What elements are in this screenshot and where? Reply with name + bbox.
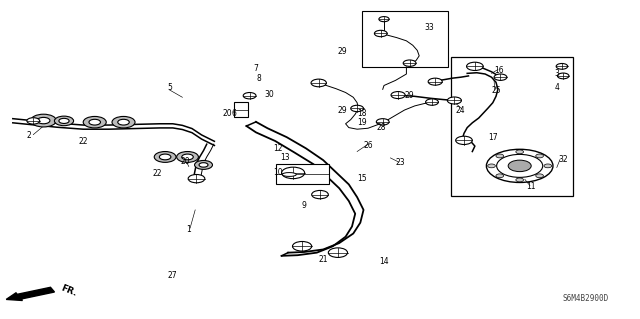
Text: 29: 29 <box>337 106 348 115</box>
Circle shape <box>292 241 312 251</box>
Text: 27: 27 <box>168 271 178 280</box>
Text: 11: 11 <box>527 182 536 191</box>
Text: 22: 22 <box>79 137 88 146</box>
Bar <box>451 57 573 196</box>
Text: 4: 4 <box>554 83 559 92</box>
Circle shape <box>536 154 543 158</box>
Circle shape <box>182 154 193 160</box>
Circle shape <box>89 119 100 125</box>
Circle shape <box>426 99 438 105</box>
Circle shape <box>328 248 348 257</box>
Text: 25: 25 <box>491 86 501 95</box>
Circle shape <box>188 174 205 183</box>
Ellipse shape <box>282 173 296 176</box>
Text: 6: 6 <box>231 109 236 118</box>
Text: 30: 30 <box>264 90 274 99</box>
Text: 20: 20 <box>180 157 191 166</box>
Circle shape <box>447 97 461 104</box>
Circle shape <box>496 174 504 178</box>
Circle shape <box>243 93 256 99</box>
Bar <box>276 164 329 184</box>
Text: 5: 5 <box>167 83 172 92</box>
Circle shape <box>557 73 569 79</box>
Circle shape <box>177 152 198 162</box>
Circle shape <box>403 60 416 66</box>
Text: 10: 10 <box>273 168 284 177</box>
Circle shape <box>59 118 69 123</box>
Text: 22: 22 <box>152 169 161 178</box>
Circle shape <box>31 114 56 127</box>
Text: FR.: FR. <box>59 283 77 298</box>
Circle shape <box>54 116 74 126</box>
Text: 13: 13 <box>280 153 290 162</box>
Circle shape <box>391 92 405 99</box>
Circle shape <box>376 119 389 125</box>
Text: 8: 8 <box>257 74 262 83</box>
Circle shape <box>467 62 483 70</box>
Circle shape <box>159 154 171 160</box>
Circle shape <box>27 118 40 124</box>
Circle shape <box>374 30 387 37</box>
Circle shape <box>312 190 328 199</box>
Text: 19: 19 <box>356 118 367 127</box>
Text: 24: 24 <box>456 106 466 115</box>
Circle shape <box>488 164 495 168</box>
Circle shape <box>118 119 129 125</box>
Text: 3: 3 <box>554 69 559 78</box>
Circle shape <box>195 160 212 169</box>
Text: 29: 29 <box>404 91 415 100</box>
Text: 28: 28 <box>376 123 385 132</box>
Text: S6M4B2900D: S6M4B2900D <box>563 294 609 303</box>
Text: 33: 33 <box>424 23 434 32</box>
Circle shape <box>516 178 524 182</box>
Circle shape <box>516 150 524 154</box>
Bar <box>362 11 448 67</box>
Circle shape <box>508 160 531 172</box>
Circle shape <box>154 152 176 162</box>
Text: 18: 18 <box>357 109 366 118</box>
Text: 15: 15 <box>356 174 367 183</box>
Text: 16: 16 <box>494 66 504 75</box>
Circle shape <box>428 78 442 85</box>
Text: 29: 29 <box>337 47 348 56</box>
Circle shape <box>494 74 507 80</box>
Text: 7: 7 <box>253 64 259 73</box>
Text: 12: 12 <box>274 144 283 153</box>
Circle shape <box>112 116 135 128</box>
Circle shape <box>496 154 504 158</box>
Text: 32: 32 <box>558 155 568 164</box>
Circle shape <box>37 117 50 124</box>
Circle shape <box>544 164 552 168</box>
Circle shape <box>351 105 364 112</box>
Circle shape <box>536 174 543 178</box>
Text: 21: 21 <box>319 256 328 264</box>
Text: 20: 20 <box>222 109 232 118</box>
Text: 2: 2 <box>26 131 31 140</box>
Bar <box>234 102 248 117</box>
Circle shape <box>83 116 106 128</box>
Circle shape <box>556 63 568 69</box>
Text: 9: 9 <box>301 201 307 210</box>
Text: 14: 14 <box>379 257 389 266</box>
Text: 1: 1 <box>186 225 191 234</box>
Text: 26: 26 <box>363 141 373 150</box>
Circle shape <box>379 17 389 22</box>
Text: 17: 17 <box>488 133 498 142</box>
Text: 23: 23 <box>395 158 405 167</box>
Circle shape <box>456 136 472 145</box>
FancyArrow shape <box>6 287 54 300</box>
Circle shape <box>311 79 326 87</box>
Circle shape <box>282 167 305 179</box>
Circle shape <box>199 163 208 167</box>
